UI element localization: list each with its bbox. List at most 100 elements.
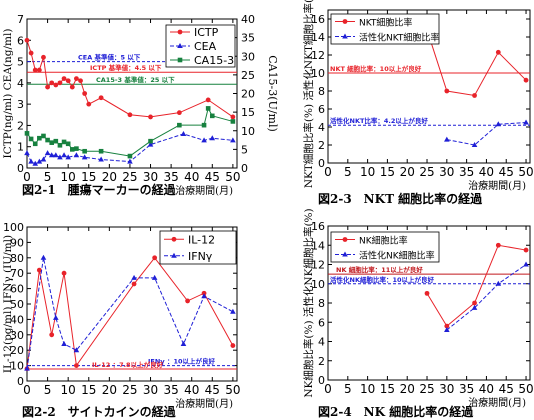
cytokines-data-point <box>74 363 79 368</box>
nk-ratio-ytick-label: 12 <box>311 259 325 272</box>
tumor-markers-data-point <box>230 114 236 120</box>
tumor-markers-ytick-right-label: 0 <box>241 162 248 175</box>
nk-ratio-series-line <box>446 264 527 331</box>
nk-ratio-data-point <box>495 280 502 286</box>
caption-fig-2-1: 図2-1 腫瘍マーカーの経過 <box>22 183 176 197</box>
tumor-markers-ytick-right-label: 5 <box>241 143 248 156</box>
nk-ratio-xtick-label: 30 <box>439 382 454 396</box>
nk-ratio-ytick-label: 6 <box>318 316 325 329</box>
nkt-ratio-xtick-label: 45 <box>499 165 514 179</box>
tumor-markers-xtick-label: 40 <box>184 170 199 184</box>
tumor-markers-data-point <box>209 113 215 119</box>
tumor-markers-data-point <box>28 50 34 56</box>
nk-ratio-xtick-label: 20 <box>400 382 415 396</box>
nkt-ratio-ytick-label: 16 <box>311 13 325 26</box>
nkt-ratio-ytick-label: 4 <box>318 121 325 134</box>
nkt-ratio-reference-label: NKT 細胞比率：10以上が良好 <box>330 64 422 73</box>
nk-ratio-xtick-label: 45 <box>499 382 514 396</box>
tumor-markers-data-point <box>127 112 133 118</box>
nkt-ratio-reference-label: 活性化NKT比率：4.2以上が良好 <box>330 116 428 125</box>
cytokines-xtick-label: 0 <box>23 383 31 397</box>
tumor-markers-ytick-label: 1 <box>17 141 24 154</box>
cytokines-legend-label: IFNγ <box>188 250 213 263</box>
nk-ratio-xtick-label: 50 <box>518 382 533 396</box>
cytokines-ylabel: IL-12(pg/ml) IFNγ (IU/ml) <box>2 235 14 373</box>
tumor-markers-xtick-label: 15 <box>81 170 96 184</box>
tumor-markers-data-point <box>61 139 67 145</box>
nk-ratio-legend <box>330 231 440 263</box>
cytokines-xtick-label: 25 <box>122 383 137 397</box>
nkt-ratio-ytick-label: 12 <box>311 49 325 62</box>
tumor-markers-xtick-label: 5 <box>44 170 52 184</box>
nk-ratio-ytick-label: 8 <box>318 297 325 310</box>
tumor-markers-data-point <box>49 140 55 145</box>
nk-ratio-ytick-label: 10 <box>311 278 325 291</box>
tumor-markers-data-point <box>24 131 30 136</box>
nkt-ratio-xtick-label: 15 <box>380 165 395 179</box>
tumor-markers-ytick-right-label: 15 <box>241 106 255 119</box>
cytokines-legend-marker <box>171 236 177 242</box>
cytokines-data-point <box>49 332 55 338</box>
nk-ratio-data-point <box>523 247 529 253</box>
tumor-markers-legend-marker <box>177 43 183 48</box>
tumor-markers-data-point <box>44 150 51 156</box>
tumor-markers-ytick-right-label: 35 <box>241 32 255 45</box>
nk-ratio-xtick-label: 5 <box>344 382 352 396</box>
nk-ratio-legend-marker <box>342 251 348 257</box>
tumor-markers-ytick-right-label: 10 <box>241 125 255 138</box>
nkt-ratio-legend <box>330 13 440 45</box>
tumor-markers-data-point <box>36 158 43 164</box>
tumor-markers-data-point <box>205 97 211 103</box>
tumor-markers-xtick-label: 45 <box>205 170 220 184</box>
nkt-ratio-xtick-label: 50 <box>518 165 533 179</box>
cytokines-xtick-label: 30 <box>143 383 158 397</box>
nk-ratio-xtick-label: 25 <box>419 382 434 396</box>
cytokines-xtick-label: 20 <box>102 383 117 397</box>
nkt-ratio-frame <box>327 9 531 164</box>
nkt-ratio-data-point <box>472 93 477 98</box>
tumor-markers-data-point <box>61 152 67 158</box>
tumor-markers-data-point <box>41 54 46 60</box>
tumor-markers-data-point <box>28 158 34 164</box>
nk-ratio-xtick-label: 10 <box>360 382 375 396</box>
tumor-markers-data-point <box>37 135 42 141</box>
tumor-markers-data-point <box>61 76 67 81</box>
nkt-ratio-xtick-label: 20 <box>400 165 415 179</box>
nk-ratio-reference-label: 活性化NK細胞比率：10以上が良好 <box>330 275 435 284</box>
cytokines-ytick-label: 30 <box>10 329 24 342</box>
tumor-markers-data-point <box>86 101 92 107</box>
tumor-markers-data-point <box>32 67 38 73</box>
cytokines-xtick-label: 40 <box>184 383 199 397</box>
tumor-markers-data-point <box>45 84 50 90</box>
cytokines-data-point <box>73 347 80 353</box>
caption-fig-2-3: 図2-3 NKT 細胞比率の経過 <box>318 192 483 206</box>
cytokines-reference-label: IL-12 ：7.8以上が良好 <box>92 360 164 369</box>
nkt-ratio-data-point <box>523 119 529 125</box>
tumor-markers-data-point <box>98 148 104 154</box>
tumor-markers-data-point <box>24 150 30 156</box>
nkt-ratio-xtick-label: 35 <box>459 165 474 179</box>
tumor-markers-data-point <box>230 119 236 124</box>
cytokines-legend-marker <box>171 252 177 258</box>
nkt-ratio-series-line <box>426 29 527 97</box>
nk-ratio-xlabel: 治療期間(月) <box>468 396 526 409</box>
tumor-markers-data-point <box>32 141 38 147</box>
tumor-markers-data-point <box>65 78 71 84</box>
tumor-markers-data-point <box>201 122 207 128</box>
cytokines-xtick-label: 45 <box>205 383 220 397</box>
tumor-markers-data-point <box>69 84 75 90</box>
nkt-ratio-data-point <box>495 49 501 55</box>
tumor-markers-data-point <box>127 153 133 159</box>
tumor-markers-data-point <box>176 110 182 116</box>
tumor-markers-data-point <box>177 122 182 128</box>
cytokines-xtick-label: 5 <box>44 383 52 397</box>
cytokines-ytick-label: 20 <box>10 344 24 357</box>
cytokines-legend-label: IL-12 <box>188 233 215 246</box>
nk-ratio-data-point <box>523 261 529 267</box>
tumor-markers-xtick-label: 30 <box>143 170 158 184</box>
tumor-markers-legend-label: ICTP <box>194 26 219 39</box>
nk-ratio-xtick-label: 35 <box>459 382 474 396</box>
tumor-markers-data-point <box>57 80 63 86</box>
nkt-ratio-legend-label: 活性化NKT細胞比率 <box>359 32 439 44</box>
cytokines-xtick-label: 15 <box>81 383 96 397</box>
